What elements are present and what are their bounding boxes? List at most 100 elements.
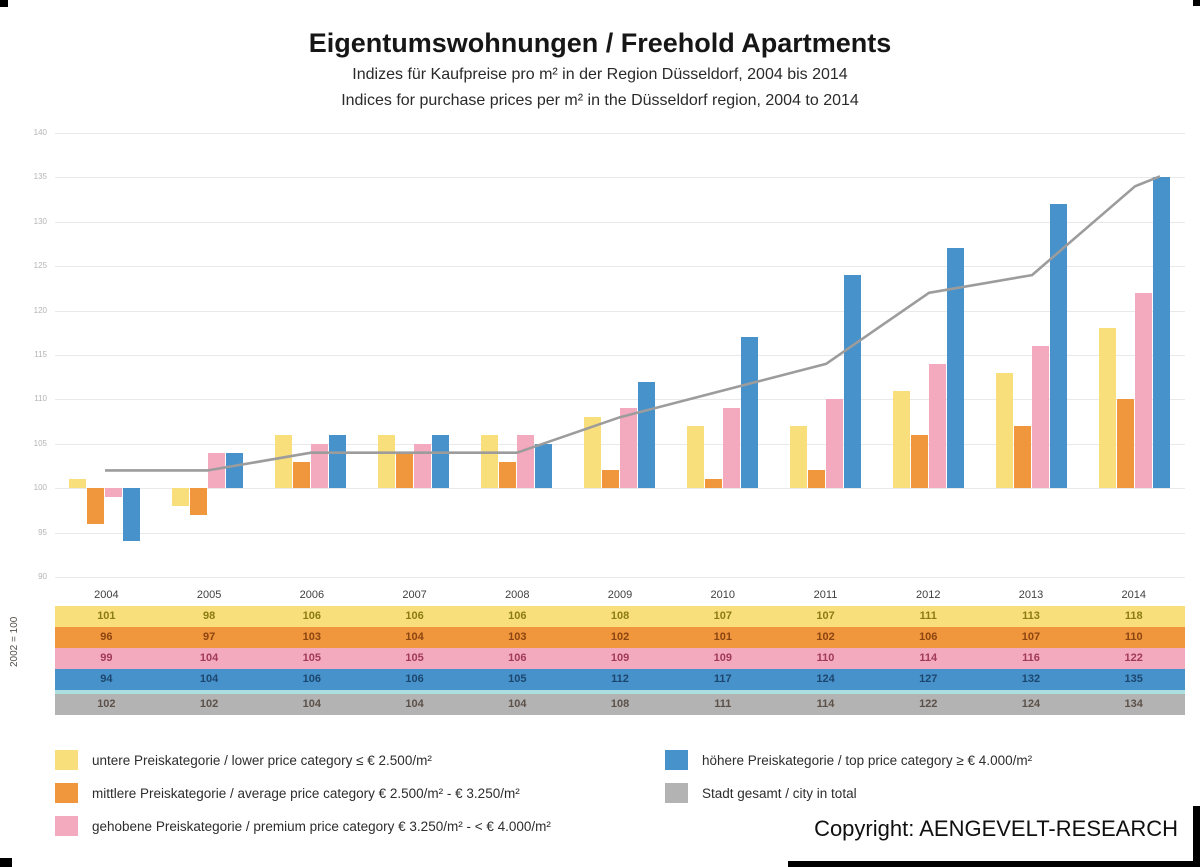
table-cell: 134 [1124,698,1143,710]
table-cell: 102 [97,698,116,710]
bar-series1-2006 [293,461,310,489]
legend-swatch-pink [55,816,78,836]
gridline-115 [55,355,1185,356]
gridline-125 [55,266,1185,268]
legend-item-average-category: mittlere Preiskategorie / average price … [55,782,520,804]
table-cell: 106 [302,673,322,685]
table-cell: 111 [919,610,937,622]
table-cell: 107 [1021,631,1041,643]
table-cell: 117 [713,673,732,685]
table-row-series0: 101 98 106 106 106 108 107 107 111 113 118 [55,606,1185,627]
gridline-95 [55,532,1185,534]
legend-label: mittlere Preiskategorie / average price … [92,785,520,801]
bar-series0-2009 [584,417,601,489]
table-year-header: 2005 [196,589,222,601]
table-cell: 124 [1021,698,1041,710]
table-cell: 104 [199,652,219,664]
bar-series3-2012 [947,248,964,489]
table-year-header: 2013 [1018,589,1044,601]
legend-item-city-total: Stadt gesamt / city in total [665,782,857,804]
data-table: 2004 2005 2006 2007 2008 2009 2010 2011 2012 2013… [55,585,1185,715]
table-cell: 105 [508,673,527,685]
table-cell: 122 [1124,652,1143,664]
chart-plot-area: 90 95 100 105 110 115 120 125 130 135 140 [34,128,1185,581]
bar-series0-2011 [790,426,807,489]
scan-artifact-top-left [0,0,8,7]
city-total-polyline [105,175,1161,472]
table-cell: 105 [302,652,322,664]
table-cell: 104 [405,698,424,710]
table-cell: 106 [405,673,424,685]
table-cell: 111 [714,698,732,710]
legend-label: höhere Preiskategorie / top price catego… [702,752,1033,768]
y-tick-label: 90 [38,572,47,581]
table-row-series1: 96 97 103 104 103 102 101 102 106 107 110 [55,627,1185,648]
gridline-90 [55,577,1185,578]
table-cell: 106 [508,610,527,622]
table-cell: 116 [1022,652,1040,664]
table-cell: 118 [1124,610,1143,622]
table-cell: 110 [816,652,835,664]
table-cell: 124 [816,673,835,685]
bar-series2-2012 [929,363,946,489]
table-cell: 108 [610,610,630,622]
bar-series3-2010 [741,337,758,489]
bar-series1-2014 [1117,399,1134,489]
table-cell: 106 [302,610,322,622]
table-cell: 98 [202,610,216,622]
page-title: Eigentumswohnungen / Freehold Apartments [308,28,892,58]
scan-artifact-right-edge [1193,806,1200,867]
table-cell: 135 [1124,673,1143,685]
legend-swatch-yellow [55,750,78,770]
table-cell: 102 [816,631,835,643]
table-cell: 102 [610,631,630,643]
table-cell: 103 [508,631,527,643]
bar-series3-2011 [844,275,861,489]
table-cell: 104 [199,673,219,685]
gridline-140 [55,133,1185,134]
bar-series2-2007 [414,443,431,489]
table-cell: 132 [1021,673,1041,685]
gridline-120 [55,310,1185,312]
table-separator [55,690,1185,694]
bar-series1-2011 [808,470,825,489]
table-year-header: 2007 [402,589,427,601]
bar-series0-2006 [275,434,292,489]
table-cell: 104 [508,698,527,710]
legend-item-lower-category: untere Preiskategorie / lower price cate… [55,749,432,771]
bar-series1-2010 [705,479,722,489]
bar-series0-2008 [481,434,498,489]
table-row-series2: 99 104 105 105 106 109 109 110 114 116 122 [55,648,1185,669]
bar-series0-2005 [172,488,189,506]
y-tick-label: 130 [33,216,47,226]
table-cell: 102 [199,698,219,710]
bar-series3-2006 [329,434,346,489]
table-year-header: 2011 [813,589,838,601]
table-cell: 127 [919,673,938,685]
legend-item-premium-category: gehobene Preiskategorie / premium price … [55,815,551,837]
bar-series1-2008 [499,461,516,489]
gridline-135 [55,177,1185,179]
gridline-110 [55,399,1185,401]
table-cell: 107 [713,610,732,622]
legend-swatch-orange [55,783,78,803]
bar-series2-2005 [208,452,225,489]
table-cell: 110 [1124,631,1143,643]
bar-series2-2010 [723,408,740,489]
table-cell: 96 [100,631,113,643]
legend-swatch-gray [665,783,688,803]
y-tick-label: 120 [33,305,47,315]
table-cell: 109 [610,652,630,664]
bar-series0-2012 [893,390,910,489]
table-cell: 101 [97,610,116,622]
bar-series1-2009 [602,470,619,489]
bar-series0-2014 [1099,328,1116,489]
table-year-header: 2012 [916,589,941,601]
y-tick-label: 115 [34,350,47,359]
table-cell: 94 [100,673,113,685]
y-tick-label: 110 [34,394,47,404]
bar-series3-2004 [123,488,140,542]
legend-label: untere Preiskategorie / lower price cate… [92,752,432,768]
table-cell: 106 [508,652,527,664]
